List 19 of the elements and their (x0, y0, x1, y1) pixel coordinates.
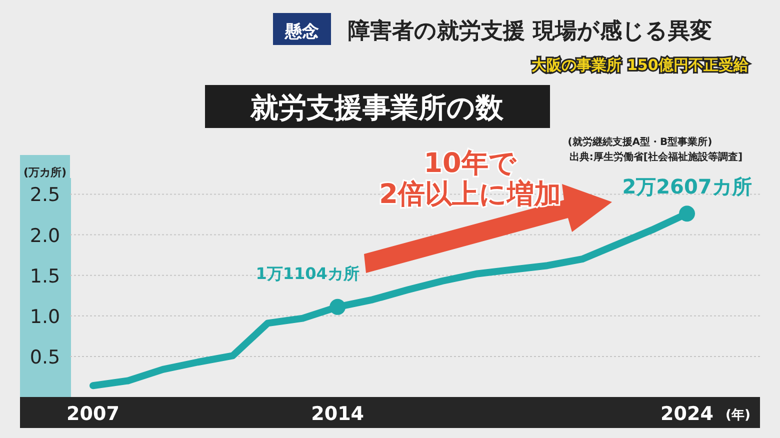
annotation: 1万1104カ所 (256, 264, 360, 283)
x-tick-label: 2014 (311, 403, 364, 425)
y-tick-label: 0.5 (30, 346, 60, 368)
text: (就労継続支援A型・B型事業所) (568, 136, 712, 148)
y-tick-label: 2.0 (30, 224, 60, 247)
x-axis-title: (年) (726, 408, 750, 423)
y-tick-label: 1.0 (30, 306, 60, 328)
text: 大阪の事業所 150億円不正受給 (532, 56, 750, 74)
y-tick-label: 1.5 (30, 265, 60, 288)
text: 懸念 (284, 22, 319, 42)
text: 障害者の就労支援 現場が感じる異変 (348, 18, 712, 44)
chart-title: 就労支援事業所の数 (250, 91, 504, 124)
annotation: 2万2607カ所 (622, 174, 752, 199)
annotation: 10年で 2倍以上に増加 (379, 148, 561, 210)
y-tick-label: 2.5 (30, 184, 60, 206)
x-tick-label: 2024 (660, 403, 714, 425)
y-axis-title: (万カ所) (23, 166, 67, 179)
x-tick-label: 2007 (66, 403, 120, 425)
source-note: 出典:厚生労働省[社会福祉施設等調査] (569, 151, 743, 163)
